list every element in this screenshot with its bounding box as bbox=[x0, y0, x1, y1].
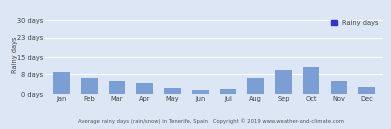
Bar bbox=[81, 78, 98, 94]
Bar bbox=[136, 83, 153, 94]
Legend: Rainy days: Rainy days bbox=[330, 19, 380, 27]
Text: Average rainy days (rain/snow) in Tenerife, Spain   Copyright © 2019 www.weather: Average rainy days (rain/snow) in Teneri… bbox=[78, 118, 344, 124]
Bar bbox=[164, 88, 181, 94]
Bar bbox=[330, 81, 347, 94]
Y-axis label: Rainy days: Rainy days bbox=[12, 37, 18, 73]
Bar bbox=[192, 90, 208, 94]
Bar bbox=[220, 89, 236, 94]
Bar bbox=[109, 81, 126, 94]
Bar bbox=[275, 70, 292, 94]
Bar bbox=[303, 67, 319, 94]
Bar bbox=[358, 87, 375, 94]
Bar bbox=[53, 72, 70, 94]
Bar bbox=[248, 78, 264, 94]
